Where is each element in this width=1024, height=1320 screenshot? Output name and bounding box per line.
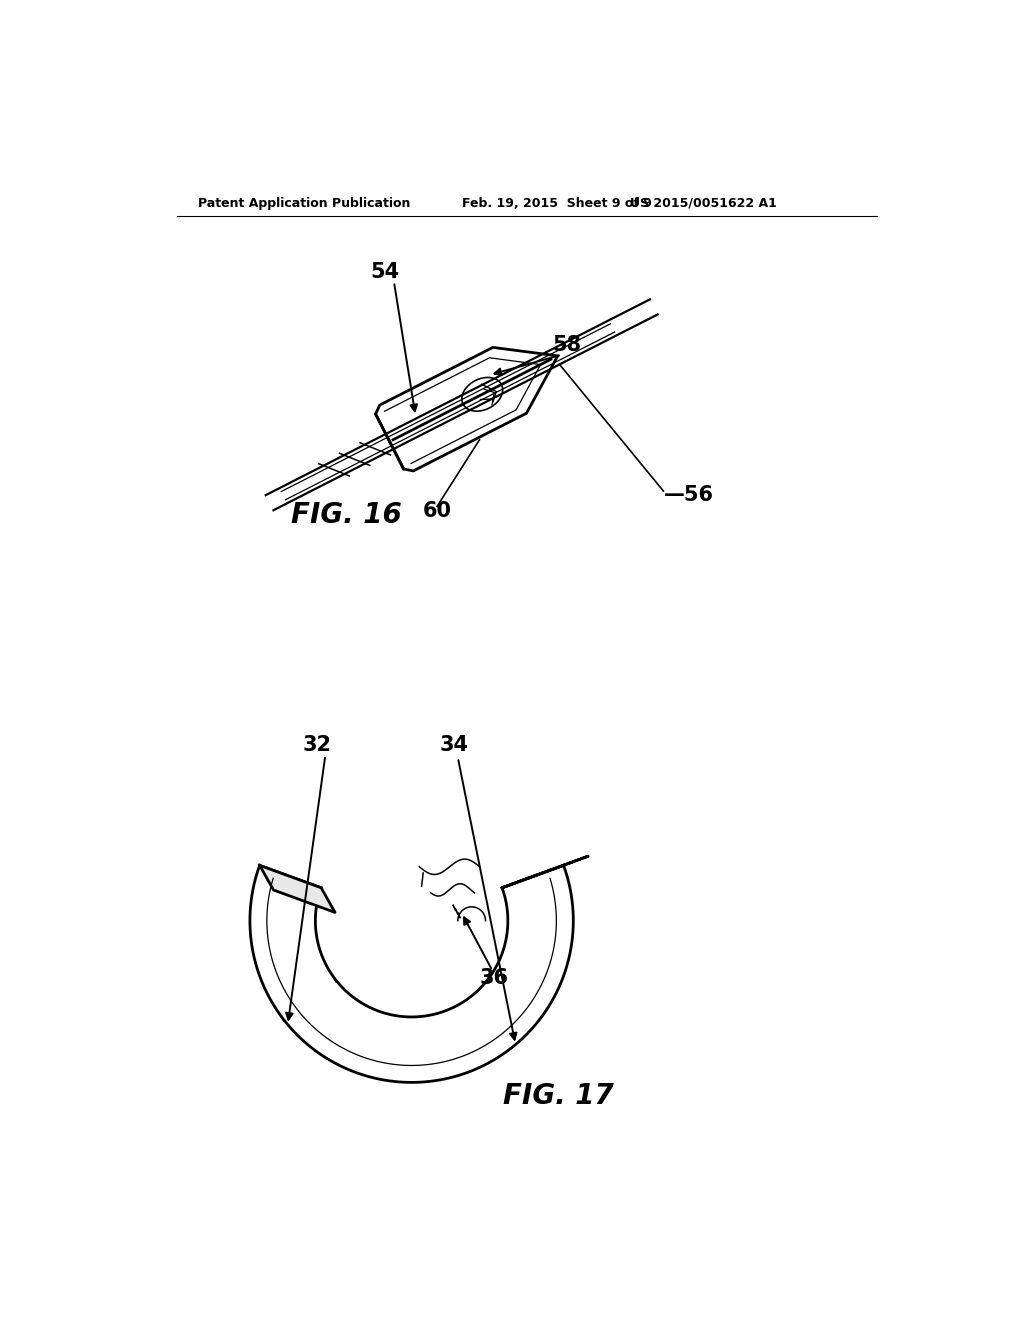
Text: Patent Application Publication: Patent Application Publication bbox=[199, 197, 411, 210]
Text: FIG. 16: FIG. 16 bbox=[291, 500, 401, 529]
Text: US 2015/0051622 A1: US 2015/0051622 A1 bbox=[630, 197, 776, 210]
Text: 32: 32 bbox=[302, 735, 332, 755]
Text: 36: 36 bbox=[479, 969, 509, 989]
Text: FIG. 17: FIG. 17 bbox=[503, 1082, 613, 1110]
Text: 34: 34 bbox=[439, 735, 468, 755]
Polygon shape bbox=[502, 857, 588, 888]
Text: 58: 58 bbox=[553, 335, 582, 355]
Text: Feb. 19, 2015  Sheet 9 of 9: Feb. 19, 2015 Sheet 9 of 9 bbox=[462, 197, 651, 210]
Polygon shape bbox=[260, 866, 335, 912]
Text: —56: —56 bbox=[664, 484, 714, 504]
Text: 54: 54 bbox=[370, 263, 399, 282]
Text: 60: 60 bbox=[423, 502, 452, 521]
